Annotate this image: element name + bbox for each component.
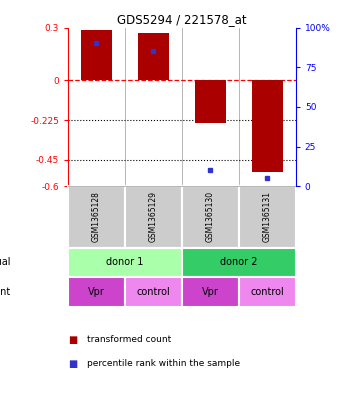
Bar <box>68 186 125 248</box>
Text: GSM1365131: GSM1365131 <box>263 191 272 242</box>
Title: GDS5294 / 221578_at: GDS5294 / 221578_at <box>117 13 247 26</box>
Bar <box>125 186 182 248</box>
Bar <box>125 277 182 307</box>
Text: control: control <box>137 287 170 297</box>
Bar <box>138 33 169 81</box>
Text: individual: individual <box>0 257 11 267</box>
Bar <box>182 186 239 248</box>
Bar <box>239 186 296 248</box>
Text: Vpr: Vpr <box>202 287 219 297</box>
Text: agent: agent <box>0 287 11 297</box>
Text: GSM1365129: GSM1365129 <box>149 191 158 242</box>
Text: donor 1: donor 1 <box>106 257 143 267</box>
Text: donor 2: donor 2 <box>220 257 258 267</box>
Bar <box>195 81 226 123</box>
Bar <box>252 81 283 172</box>
Bar <box>182 277 239 307</box>
Text: transformed count: transformed count <box>87 336 171 344</box>
Text: ■: ■ <box>68 335 77 345</box>
Bar <box>182 248 296 277</box>
Text: percentile rank within the sample: percentile rank within the sample <box>87 359 240 368</box>
Bar <box>68 277 125 307</box>
Text: Vpr: Vpr <box>88 287 105 297</box>
Bar <box>68 248 182 277</box>
Text: ■: ■ <box>68 358 77 369</box>
Bar <box>81 30 112 81</box>
Text: GSM1365130: GSM1365130 <box>206 191 215 242</box>
Text: GSM1365128: GSM1365128 <box>92 191 101 242</box>
Text: control: control <box>251 287 284 297</box>
Bar <box>239 277 296 307</box>
